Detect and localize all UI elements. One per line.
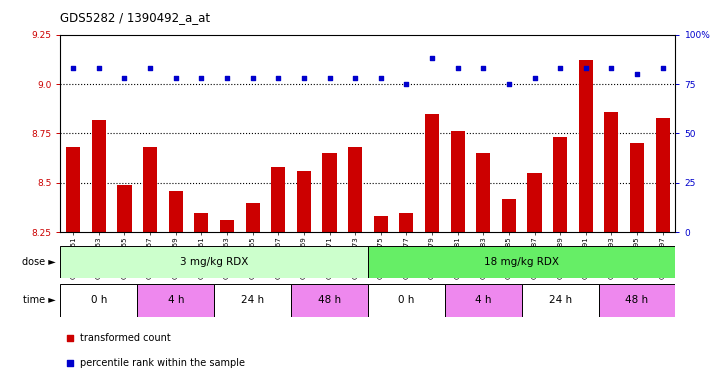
Bar (214, 284, 291, 317)
Bar (656, 118, 670, 232)
Bar (476, 153, 491, 232)
Bar (368, 284, 445, 317)
Point (555, 65, 566, 71)
Text: 0 h: 0 h (398, 295, 415, 306)
Point (68, 65, 79, 71)
Text: 24 h: 24 h (241, 295, 264, 306)
Text: percentile rank within the sample: percentile rank within the sample (80, 358, 245, 368)
Point (272, 75, 284, 81)
Text: 0 h: 0 h (91, 295, 107, 306)
Point (64, 360, 75, 366)
Point (349, 75, 360, 81)
Point (606, 65, 617, 71)
Point (503, 81, 515, 87)
Point (657, 65, 668, 71)
Bar (374, 217, 387, 232)
Point (427, 55, 438, 61)
Bar (451, 131, 465, 232)
Bar (368, 246, 675, 278)
Point (580, 65, 592, 71)
Point (144, 65, 156, 71)
Text: dose ►: dose ► (22, 257, 55, 267)
Point (631, 71, 643, 77)
Point (119, 75, 130, 81)
Point (93, 65, 105, 71)
Bar (348, 147, 362, 232)
Point (221, 75, 232, 81)
Bar (117, 185, 132, 232)
Text: 24 h: 24 h (549, 295, 572, 306)
Point (196, 75, 207, 81)
Bar (92, 119, 106, 232)
Bar (296, 171, 311, 232)
Bar (528, 173, 542, 232)
Bar (553, 137, 567, 232)
Bar (502, 199, 516, 232)
Bar (245, 203, 260, 232)
Bar (323, 153, 336, 232)
Point (298, 75, 309, 81)
Bar (599, 284, 675, 317)
Bar (66, 147, 80, 232)
Text: 48 h: 48 h (626, 295, 648, 306)
Point (64, 335, 75, 341)
Bar (579, 60, 593, 232)
Point (478, 65, 489, 71)
Bar (169, 191, 183, 232)
Bar (194, 213, 208, 232)
Point (375, 75, 387, 81)
Bar (400, 213, 413, 232)
Text: time ►: time ► (23, 295, 55, 306)
Point (452, 65, 464, 71)
Bar (291, 284, 368, 317)
Text: 4 h: 4 h (475, 295, 491, 306)
Bar (604, 112, 619, 232)
Bar (60, 284, 137, 317)
Point (401, 81, 412, 87)
Text: GDS5282 / 1390492_a_at: GDS5282 / 1390492_a_at (60, 12, 210, 25)
Bar (220, 220, 234, 232)
Point (247, 75, 258, 81)
Text: 18 mg/kg RDX: 18 mg/kg RDX (484, 257, 559, 267)
Bar (445, 284, 522, 317)
Text: 3 mg/kg RDX: 3 mg/kg RDX (180, 257, 248, 267)
Bar (60, 246, 368, 278)
Bar (143, 147, 157, 232)
Point (324, 75, 335, 81)
Text: transformed count: transformed count (80, 333, 171, 343)
Bar (522, 284, 599, 317)
Text: 48 h: 48 h (318, 295, 341, 306)
Bar (137, 284, 214, 317)
Point (529, 75, 540, 81)
Text: 4 h: 4 h (168, 295, 184, 306)
Bar (271, 167, 285, 232)
Bar (425, 114, 439, 232)
Bar (630, 143, 644, 232)
Point (170, 75, 181, 81)
